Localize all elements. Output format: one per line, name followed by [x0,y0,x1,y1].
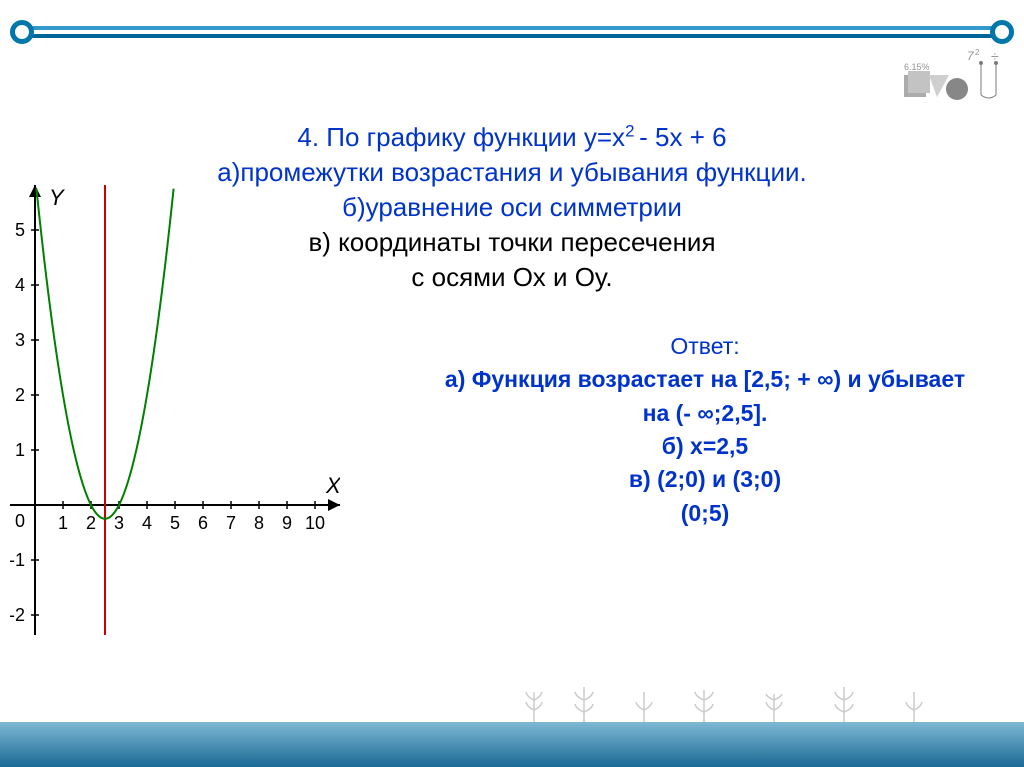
svg-text:1: 1 [58,513,68,533]
svg-text:2: 2 [86,513,96,533]
math-motif-icon: 7 2 6.15% ÷ [899,45,1009,100]
svg-text:7: 7 [967,49,975,63]
svg-text:2: 2 [975,48,980,57]
answer-c: в) (2;0) и (3;0) [395,463,1015,496]
svg-text:5: 5 [170,513,180,533]
svg-text:6.15%: 6.15% [904,62,930,72]
graph-canvas: 12345678910-2-1123450XY [10,185,340,635]
svg-text:X: X [325,473,340,498]
bar-line-upper [30,26,994,30]
svg-text:1: 1 [15,440,25,460]
svg-text:-2: -2 [10,605,25,625]
svg-text:4: 4 [142,513,152,533]
answer-b: б) х=2,5 [395,430,1015,463]
svg-text:2: 2 [15,385,25,405]
footer-bar [0,722,1024,767]
plant-decoration [504,682,964,722]
svg-text:4: 4 [15,275,25,295]
ring-right [990,20,1014,44]
answer-a: а) Функция возрастает на [2,5; + ∞) и уб… [395,363,1015,396]
svg-text:Y: Y [49,185,65,210]
title-line1b: - 5х + 6 [639,122,726,152]
svg-text:7: 7 [226,513,236,533]
answer-a2: на (- ∞;2,5]. [395,397,1015,430]
title-line1a: 4. По графику функции у=х [297,122,625,152]
ring-left [10,20,34,44]
answer-c2: (0;5) [395,497,1015,530]
svg-text:-1: -1 [10,550,25,570]
svg-text:3: 3 [114,513,124,533]
svg-text:9: 9 [282,513,292,533]
answer-block: Ответ: а) Функция возрастает на [2,5; + … [395,330,1015,530]
function-graph: 12345678910-2-1123450XY [10,185,340,635]
svg-text:0: 0 [15,511,25,531]
top-decorative-bar [0,20,1024,44]
svg-text:6: 6 [198,513,208,533]
title-exponent: 2 [625,121,639,140]
svg-text:8: 8 [254,513,264,533]
svg-text:5: 5 [15,220,25,240]
answer-heading: Ответ: [395,330,1015,363]
svg-text:3: 3 [15,330,25,350]
svg-text:10: 10 [305,513,325,533]
bar-line-lower [30,34,994,38]
